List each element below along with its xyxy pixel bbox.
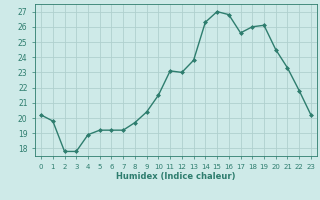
X-axis label: Humidex (Indice chaleur): Humidex (Indice chaleur) — [116, 172, 236, 181]
